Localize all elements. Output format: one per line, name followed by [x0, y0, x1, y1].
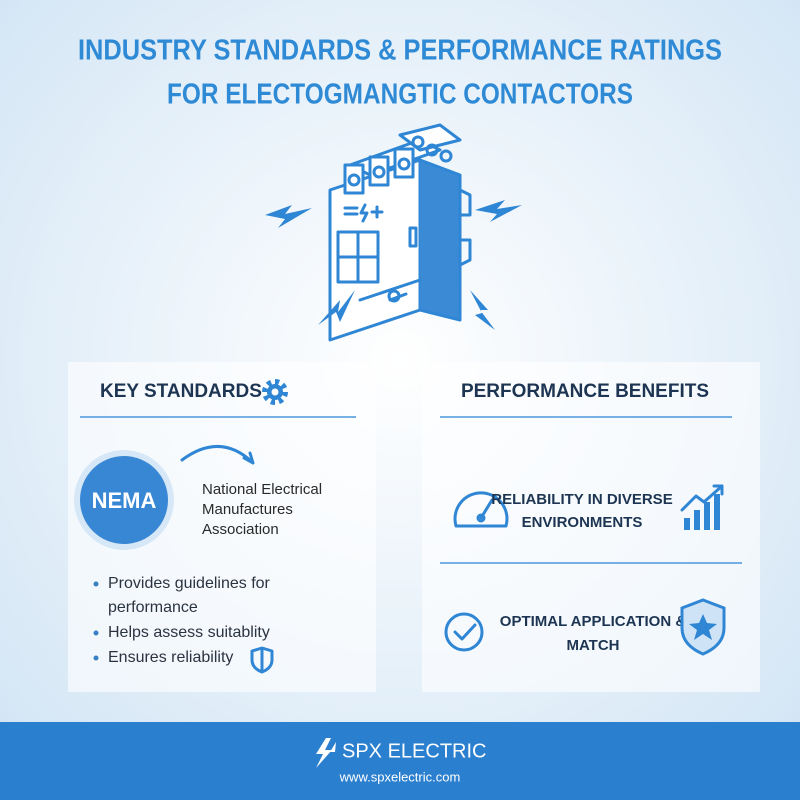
section-heading: PERFORMANCE BENEFITS	[461, 381, 709, 402]
shield-star-icon	[680, 598, 726, 656]
section-heading: KEY STANDARDS	[100, 381, 262, 402]
benefit-text: ENVIRONMENTS	[522, 514, 643, 531]
benefit-text: MATCH	[566, 637, 619, 654]
shield-icon	[250, 646, 274, 674]
arrow	[180, 445, 255, 465]
bullet-dots	[93, 581, 99, 661]
description-line: National Electrical	[202, 481, 322, 498]
bullet-text: Ensures reliability	[108, 649, 233, 666]
badge	[80, 456, 168, 544]
title-line: INDUSTRY STANDARDS & PERFORMANCE RATINGS	[78, 35, 722, 67]
brand-url: www.spxelectric.com	[339, 769, 461, 784]
brand-name: SPX ELECTRIC	[342, 740, 486, 762]
brand-logo	[316, 738, 336, 768]
title-line: FOR ELECTOGMANGTIC CONTACTORS	[167, 79, 633, 111]
description-line: Association	[202, 521, 279, 538]
bullet-text: Provides guidelines for	[108, 575, 271, 592]
bullet-text: performance	[108, 599, 198, 616]
lightning-bolts	[265, 200, 522, 330]
benefit-text: RELIABILITY IN DIVERSE	[491, 491, 672, 508]
benefit-text: OPTIMAL APPLICATION &	[500, 613, 687, 630]
bullet-text: Helps assess suitablity	[108, 624, 270, 641]
check-icon	[444, 612, 484, 652]
footer-band	[0, 722, 800, 800]
description-line: Manufactures	[202, 501, 293, 518]
growth-chart-icon	[680, 484, 724, 530]
badge-label: NEMA	[92, 488, 157, 513]
gauge-icon	[453, 491, 509, 528]
gear-icon	[262, 379, 288, 405]
